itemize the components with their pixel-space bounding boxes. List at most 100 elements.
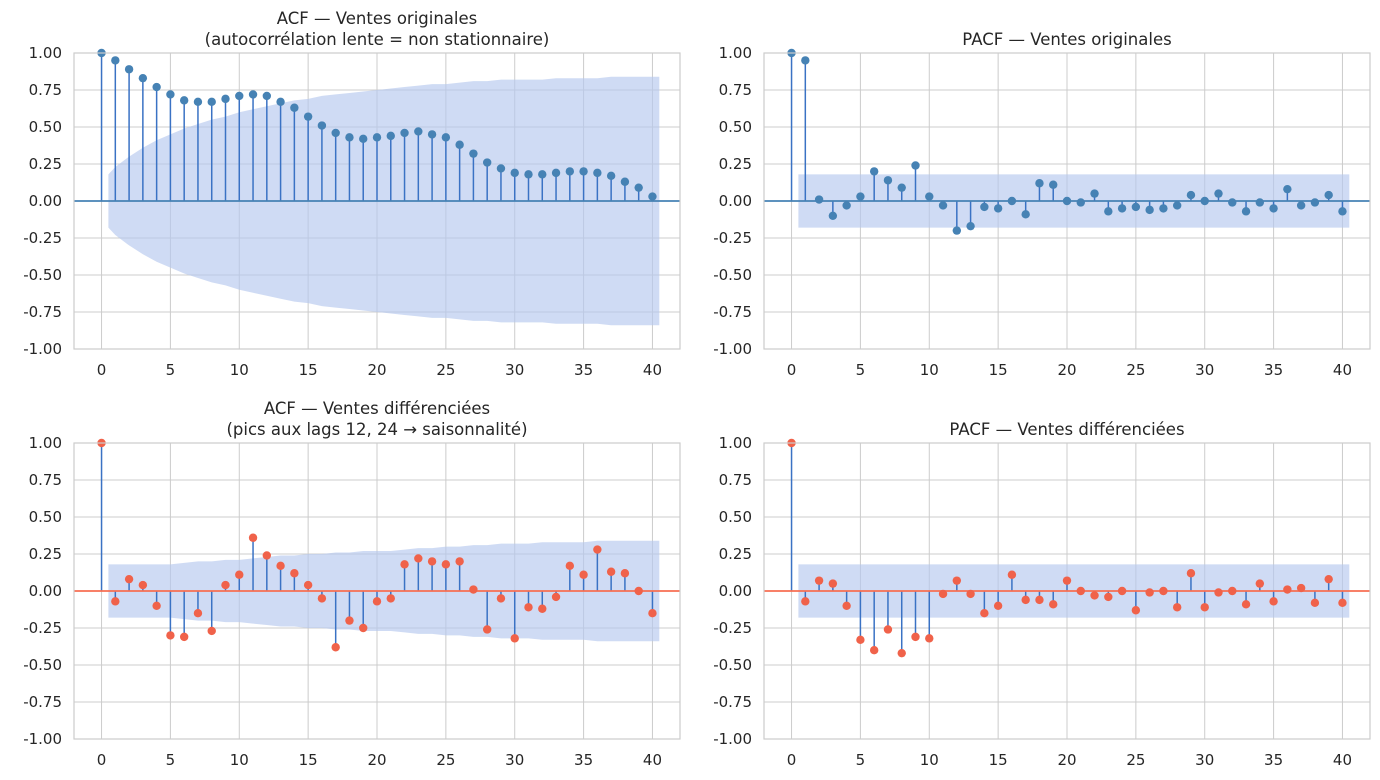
lag-marker — [1269, 597, 1278, 606]
lag-marker — [634, 183, 643, 192]
lag-marker — [138, 73, 148, 83]
lag-marker — [538, 604, 547, 613]
lag-marker — [1241, 207, 1251, 216]
lag-marker — [372, 597, 382, 606]
lag-marker — [911, 632, 920, 642]
lag-marker — [524, 603, 533, 612]
lag-marker — [565, 167, 575, 176]
y-tick-label: 0.50 — [29, 508, 62, 526]
lag-marker — [441, 133, 451, 142]
lag-marker — [980, 202, 989, 212]
x-tick-label: 30 — [505, 751, 524, 769]
lag-marker — [1090, 189, 1099, 198]
lag-marker — [966, 221, 975, 231]
y-tick-label: 1.00 — [29, 44, 62, 62]
lag-marker — [842, 201, 851, 210]
x-tick-label: 20 — [1057, 751, 1076, 769]
y-tick-label: -0.75 — [23, 693, 62, 711]
y-tick-label: 0.00 — [719, 582, 752, 600]
x-tick-label: 10 — [920, 751, 939, 769]
lag-marker — [1241, 600, 1251, 609]
lag-marker — [952, 576, 962, 585]
lag-marker — [1269, 204, 1278, 213]
lag-marker — [1214, 189, 1223, 198]
y-tick-label: 0.75 — [719, 81, 752, 99]
lag-marker — [606, 171, 616, 181]
x-tick-label: 20 — [367, 361, 386, 379]
lag-marker — [1117, 586, 1127, 596]
x-tick-label: 30 — [1195, 361, 1214, 379]
x-tick-label: 40 — [1333, 361, 1352, 379]
chart-title: PACF — Ventes originales — [962, 30, 1171, 49]
y-tick-label: 0.75 — [29, 471, 62, 489]
lag-marker — [1131, 202, 1141, 212]
x-tick-label: 40 — [643, 751, 662, 769]
lag-marker — [331, 128, 340, 138]
y-tick-label: -1.00 — [23, 730, 62, 748]
x-tick-label: 10 — [230, 751, 249, 769]
lag-marker — [579, 570, 588, 579]
lag-marker — [828, 579, 838, 588]
lag-marker — [248, 533, 258, 542]
lag-marker — [634, 586, 643, 596]
y-tick-label: 0.25 — [29, 545, 62, 563]
lag-marker — [1296, 201, 1306, 210]
x-tick-label: 15 — [299, 361, 318, 379]
y-tick-label: 0.00 — [719, 192, 752, 210]
y-tick-label: 0.75 — [29, 81, 62, 99]
lag-marker — [897, 648, 906, 658]
x-tick-label: 15 — [989, 361, 1008, 379]
lag-marker — [801, 56, 810, 65]
acf-differenced-panel: 0 5 10 15 20 25 30 35 40 -1.00 -0.75 -0.50 -0.25 0.00… — [23, 399, 681, 769]
lag-marker — [1324, 574, 1333, 584]
x-tick-label: 40 — [1333, 751, 1352, 769]
lag-marker — [510, 634, 519, 643]
lag-marker — [1007, 196, 1017, 206]
lag-marker — [496, 164, 506, 173]
y-tick-label: 0.25 — [29, 155, 62, 173]
lag-marker — [303, 112, 313, 121]
x-tick-label: 35 — [574, 751, 593, 769]
lag-marker — [801, 597, 810, 606]
lag-marker — [317, 121, 327, 130]
lag-marker — [1338, 598, 1347, 608]
lag-marker — [1296, 583, 1306, 593]
y-tick-label: 0.25 — [719, 155, 752, 173]
lag-marker — [1021, 595, 1030, 605]
lag-marker — [207, 97, 216, 107]
x-tick-label: 0 — [787, 751, 797, 769]
lag-marker — [1186, 190, 1196, 200]
lag-marker — [814, 195, 824, 204]
x-tick-label: 0 — [787, 361, 797, 379]
lag-marker — [179, 96, 189, 105]
y-tick-label: 0.75 — [719, 471, 752, 489]
lag-marker — [400, 560, 409, 569]
lag-marker — [359, 623, 368, 633]
lag-marker — [620, 177, 630, 186]
lag-marker — [648, 609, 657, 618]
lag-marker — [980, 609, 989, 618]
lag-marker — [1090, 591, 1099, 600]
x-tick-label: 15 — [299, 751, 318, 769]
lag-marker — [814, 576, 824, 585]
lag-marker — [111, 597, 120, 606]
lag-marker — [1021, 210, 1030, 219]
x-tick-label: 40 — [643, 361, 662, 379]
x-tick-label: 20 — [367, 751, 386, 769]
lag-marker — [455, 140, 464, 149]
lag-marker — [1310, 198, 1320, 207]
x-tick-label: 5 — [166, 361, 176, 379]
lag-marker — [400, 128, 409, 138]
lag-marker — [1104, 207, 1113, 216]
x-tick-label: 15 — [989, 751, 1008, 769]
lag-marker — [290, 569, 299, 578]
y-tick-label: 1.00 — [719, 44, 752, 62]
lag-marker — [1117, 204, 1127, 213]
lag-marker — [359, 134, 368, 144]
lag-marker — [207, 626, 216, 636]
x-tick-label: 25 — [1126, 361, 1145, 379]
y-tick-label: -0.25 — [713, 619, 752, 637]
x-tick-label: 5 — [856, 361, 866, 379]
lag-marker — [303, 580, 313, 590]
lag-marker — [138, 580, 148, 590]
